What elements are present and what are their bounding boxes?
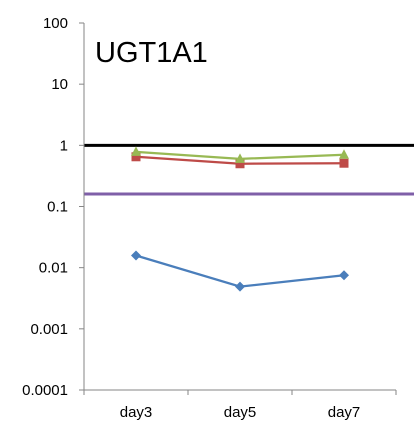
y-tick-label: 0.01 [39,260,68,277]
series-3-point [235,153,245,163]
y-tick-label: 100 [43,15,68,32]
reference-lines [84,143,414,196]
series-3-point [131,146,141,156]
y-tick-label: 0.001 [30,321,68,338]
series-2-point [339,158,349,168]
y-tick-label: 1 [60,137,68,154]
y-tick-label: 0.0001 [22,382,68,399]
x-tick-label: day3 [120,404,153,421]
x-axis-ticks: day3 day5 day7 [83,390,397,421]
y-tick-label: 10 [51,76,68,93]
chart-title: UGT1A1 [95,37,208,69]
series-2-point [131,152,141,162]
series-2-point [235,159,245,169]
x-tick-label: day5 [224,404,257,421]
y-axis-ticks: 100 10 1 0.1 0.01 0.001 0.0001 [22,15,84,399]
y-tick-label: 0.1 [47,199,68,216]
series-1-point [235,281,245,292]
series-3-point [339,149,349,159]
x-tick-label: day7 [328,404,361,421]
series-1-point [339,270,349,281]
series-layer [131,146,349,292]
series-1-point [131,250,141,261]
